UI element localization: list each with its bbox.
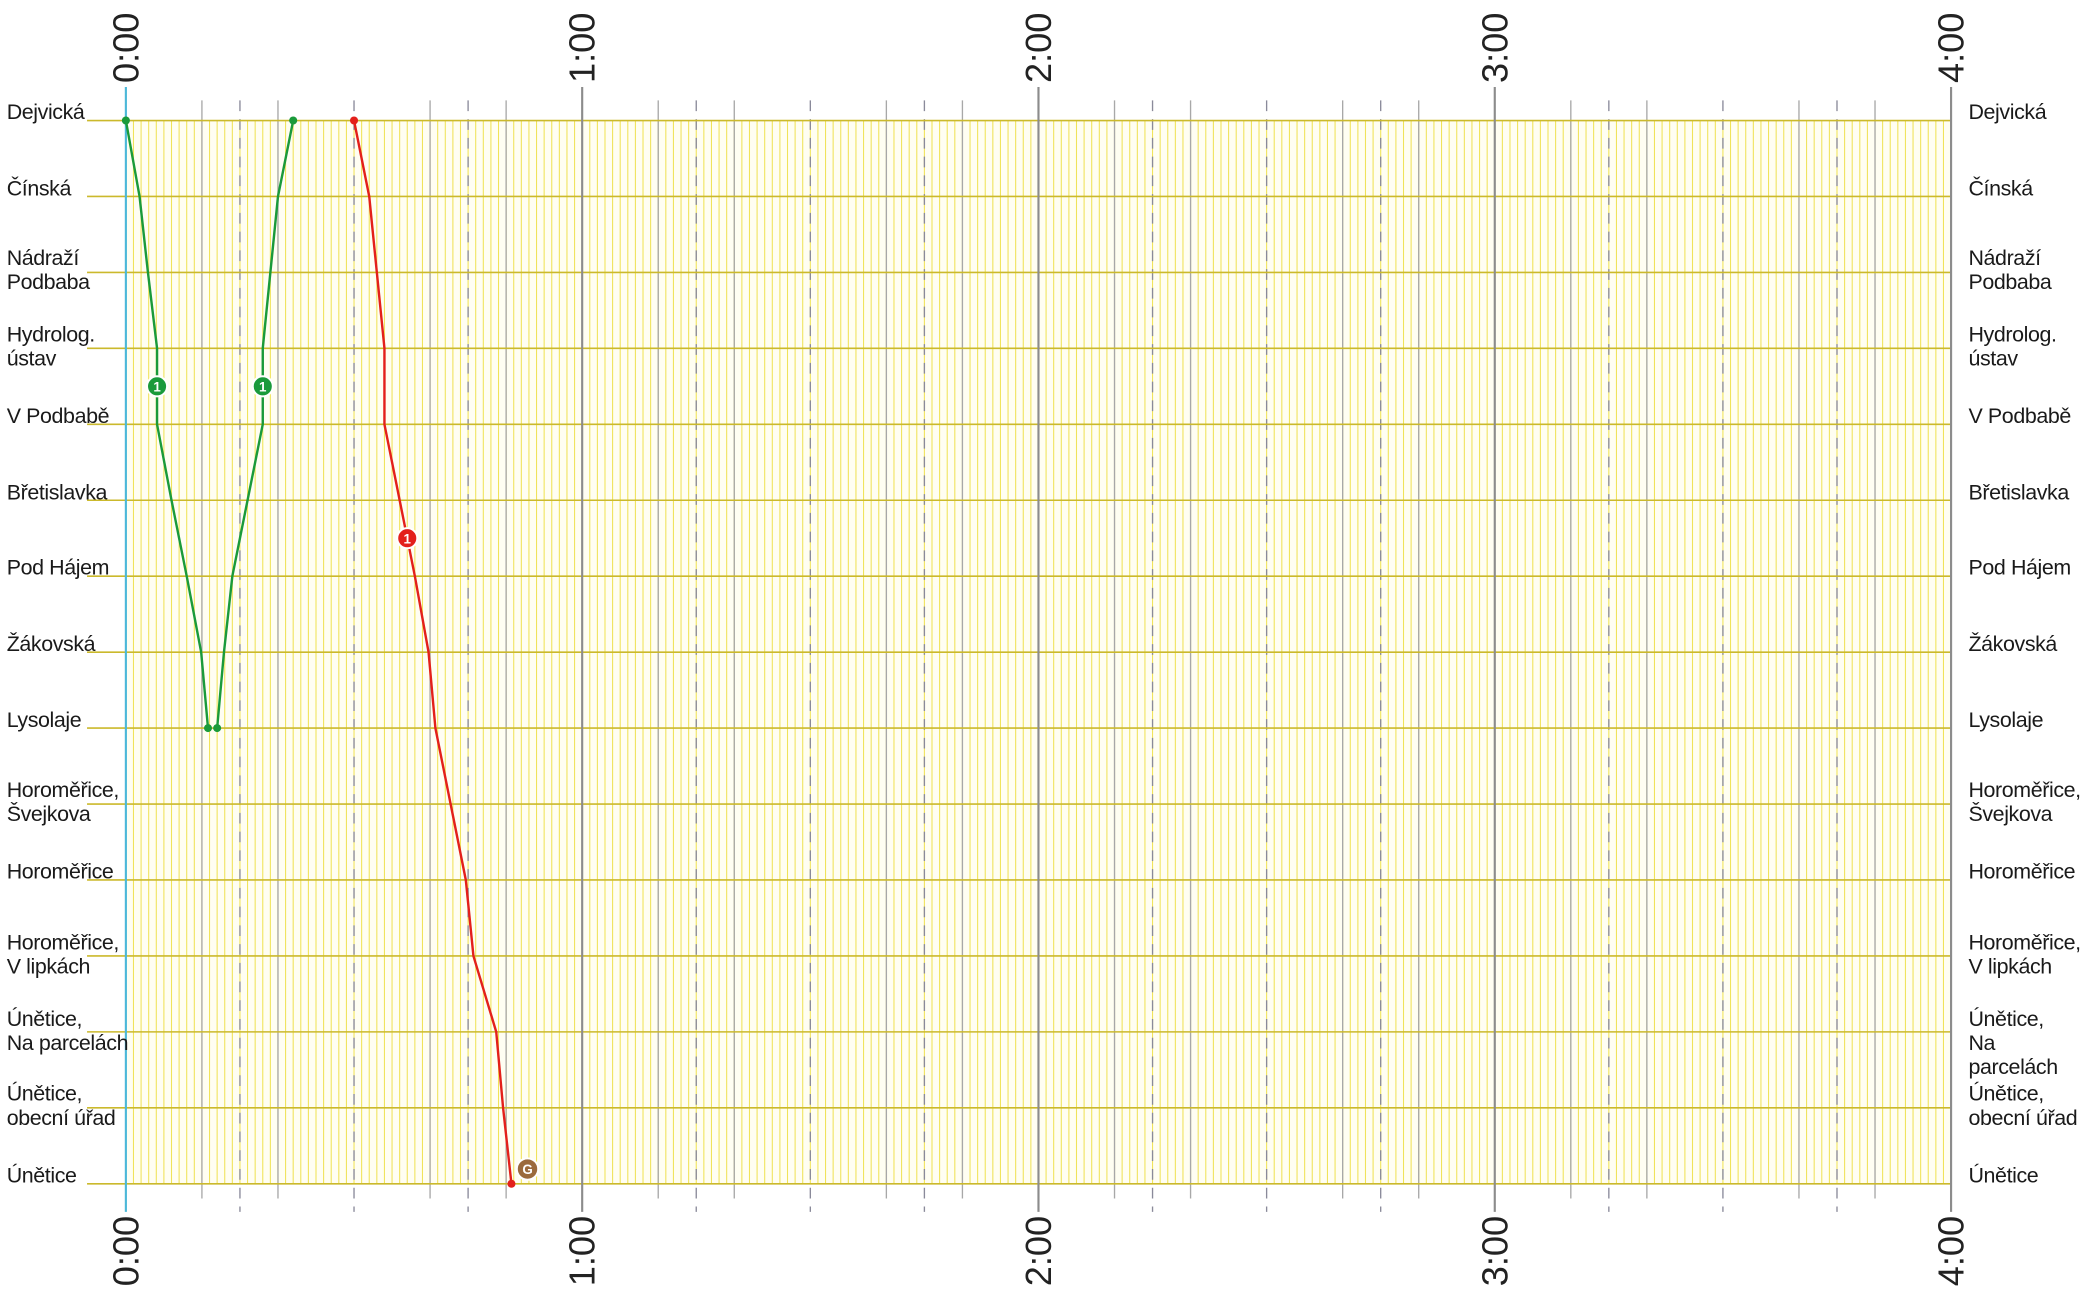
x-tick-label: 0:00 — [105, 1216, 146, 1286]
station-label: Nádraží Podbaba — [1968, 248, 2052, 296]
station-label: Horoměřice — [6, 861, 114, 884]
end-badge-label: G — [522, 1162, 532, 1177]
line-badge — [251, 375, 274, 398]
station-label: Únětice — [6, 1165, 77, 1188]
station-label: Dejvická — [1968, 101, 2047, 125]
station-label: V Podbabě — [6, 405, 110, 429]
station-label: Pod Hájem — [1968, 557, 2071, 581]
station-label: Únětice, obecní úřad — [1968, 1083, 2078, 1131]
station-label: Hydrolog. ústav — [1968, 324, 2057, 372]
station-label: Břetislavka — [1968, 481, 2069, 505]
train-line — [352, 120, 513, 1184]
train-line — [215, 120, 295, 729]
station-label: Horoměřice, Švejkova — [6, 779, 120, 827]
end-badge — [515, 1157, 540, 1181]
x-tick-label: 1:00 — [562, 13, 603, 83]
train-line — [124, 120, 210, 729]
station-label: Únětice, Na parcelách — [6, 1007, 129, 1055]
line-badge — [146, 375, 169, 398]
x-tick-label: 3:00 — [1474, 13, 1515, 83]
x-tick-label: 3:00 — [1474, 1216, 1515, 1286]
station-label: Hydrolog. ústav — [6, 324, 95, 372]
station-label: Čínská — [6, 177, 72, 201]
endpoint — [213, 724, 222, 733]
station-label: Žákovská — [6, 633, 96, 657]
x-tick-label: 1:00 — [562, 1216, 603, 1286]
x-tick-label: 4:00 — [1931, 13, 1972, 83]
endpoint — [121, 116, 130, 125]
station-label: Lysolaje — [6, 709, 82, 733]
station-label: Čínská — [1968, 177, 2033, 201]
endpoint — [507, 1179, 516, 1188]
x-tick-label: 0:00 — [105, 13, 146, 83]
station-label: Břetislavka — [6, 481, 108, 505]
endpoint — [203, 724, 213, 733]
line-badge-label: 1 — [259, 379, 267, 394]
station-label: Dejvická — [6, 101, 85, 125]
station-label: Horoměřice, Švejkova — [1968, 779, 2081, 827]
station-label: Únětice, obecní úřad — [6, 1083, 116, 1131]
station-label: Horoměřice, V lipkách — [6, 931, 120, 979]
station-label: Horoměřice, V lipkách — [1968, 931, 2081, 979]
endpoint — [350, 116, 359, 125]
station-label: Nádraží Podbaba — [6, 248, 90, 296]
x-tick-label: 2:00 — [1018, 1216, 1059, 1286]
station-label: Únětice, Na parcelách — [1968, 1007, 2058, 1079]
station-label: Horoměřice — [1968, 861, 2076, 884]
station-label: Lysolaje — [1968, 709, 2044, 733]
line-badge — [396, 527, 419, 550]
line-badge-label: 1 — [153, 379, 161, 394]
station-label: Žákovská — [1968, 633, 2057, 657]
station-label: V Podbabě — [1968, 405, 2071, 429]
line-badge-label: 1 — [404, 531, 412, 546]
station-label: Pod Hájem — [6, 557, 110, 581]
endpoint — [289, 116, 298, 125]
x-tick-label: 4:00 — [1931, 1216, 1972, 1286]
x-tick-label: 2:00 — [1018, 13, 1059, 83]
station-label: Únětice — [1968, 1165, 2039, 1188]
